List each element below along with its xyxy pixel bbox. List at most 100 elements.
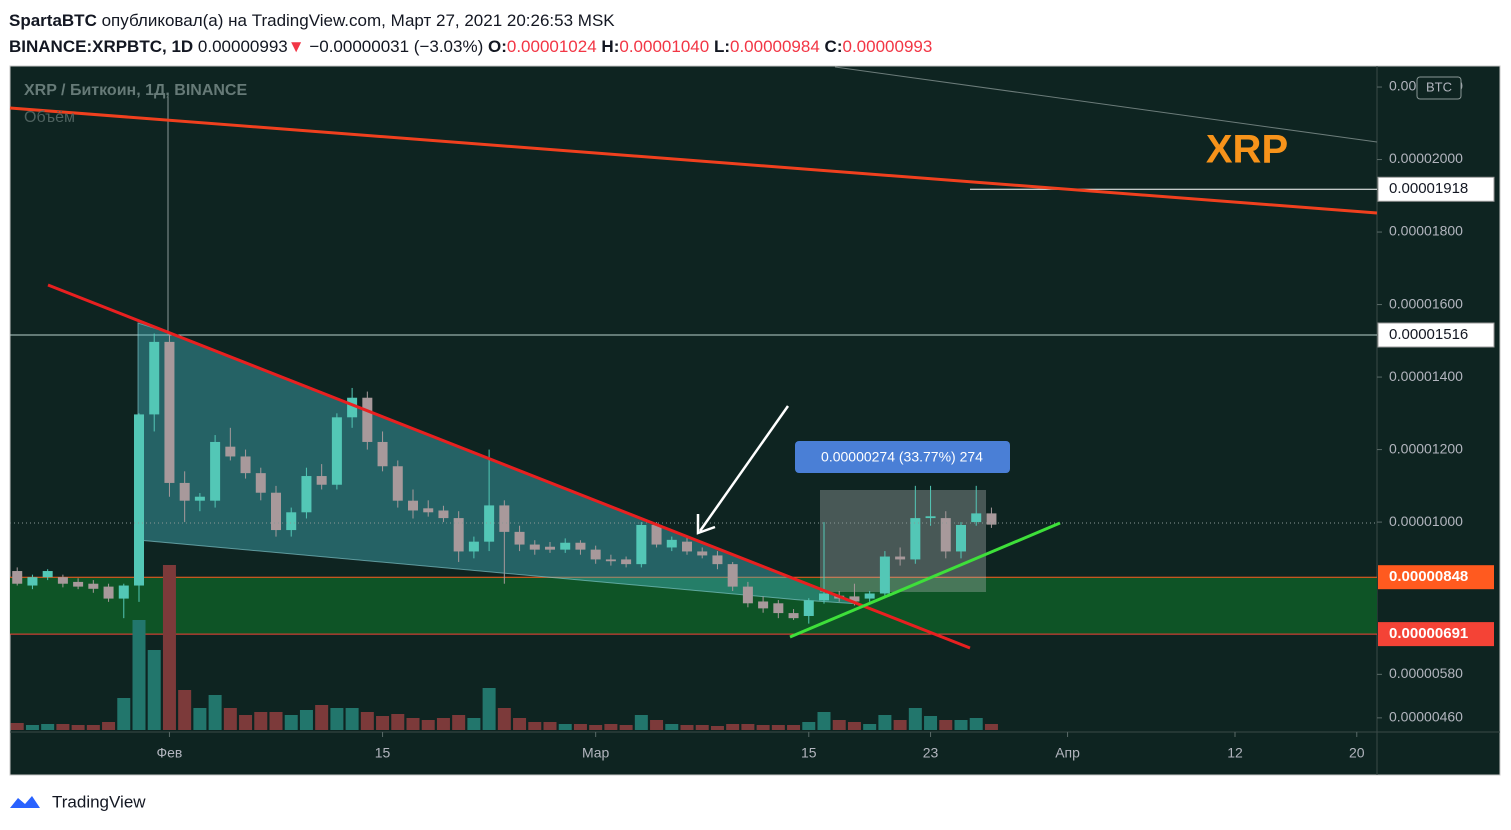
candle-body <box>271 492 281 531</box>
candle-body <box>971 513 982 523</box>
volume-bar <box>497 708 511 730</box>
volume-bar <box>162 565 176 730</box>
volume-bar <box>924 716 938 730</box>
candle-body <box>910 518 921 560</box>
header-line1: SpartaBTC опубликовал(а) на TradingView.… <box>9 8 932 34</box>
volume-bar <box>421 720 435 730</box>
volume-bar <box>208 695 222 730</box>
candle-body <box>73 581 84 587</box>
trend-line <box>9 106 1378 215</box>
c-label: C: <box>824 37 843 56</box>
volume-bar <box>695 725 709 730</box>
volume-bar <box>680 725 694 730</box>
x-tick-label: Мар <box>582 745 610 761</box>
candle-body <box>225 446 236 457</box>
candle-body <box>468 541 479 552</box>
y-tick-label: 0.00000460 <box>1389 709 1463 725</box>
volume-bar <box>193 708 207 730</box>
measure-label: 0.00000274 (33.77%) 274 <box>821 449 983 465</box>
volume-bar <box>467 718 481 730</box>
volume-bar <box>132 620 146 730</box>
volume-bar <box>482 688 496 730</box>
y-tick-label: 0.00000580 <box>1389 665 1463 681</box>
level-label-bg <box>1378 565 1494 590</box>
down-arrow: ▼ <box>287 37 305 56</box>
candle-body <box>331 417 342 485</box>
x-tick-label: Апр <box>1055 745 1080 761</box>
candle-body <box>621 559 632 565</box>
tv-logo <box>10 796 40 808</box>
candle-body <box>316 476 327 485</box>
volume-bar <box>832 720 846 730</box>
candle-body <box>849 596 860 602</box>
volume-bar <box>376 716 390 730</box>
chart-background <box>9 65 1501 776</box>
trend-line <box>834 66 1378 143</box>
legend-title: XRP / Биткоин, 1Д, BINANCE <box>24 82 247 99</box>
candle-body <box>545 546 555 550</box>
h-label: H: <box>601 37 620 56</box>
volume-bar <box>391 714 405 730</box>
candle-body <box>392 466 403 501</box>
volume-bar <box>908 708 922 730</box>
legend-volume: Объём <box>24 109 75 126</box>
volume-bar <box>360 712 374 730</box>
last-price: 0.00000993 <box>197 37 288 56</box>
candle-body <box>194 496 205 501</box>
l-label: L: <box>713 37 730 56</box>
header-line2: BINANCE:XRPBTC, 1D 0.00000993▼ −0.000000… <box>9 34 932 60</box>
candle-body <box>819 593 829 601</box>
candle-body <box>803 600 814 616</box>
candle-body <box>864 593 875 599</box>
candle-body <box>682 541 692 552</box>
level-label: 0.00001516 <box>1389 326 1468 343</box>
volume-bar <box>634 715 648 730</box>
support-line <box>789 521 1061 639</box>
candle-body <box>12 571 23 584</box>
volume-bar <box>741 724 755 730</box>
arrow <box>698 405 790 532</box>
x-tick-label: 15 <box>375 745 391 761</box>
l-value: 0.00000984 <box>729 37 820 56</box>
candle-body <box>666 539 677 548</box>
measure-label-bg <box>795 441 1010 473</box>
volume-bar <box>893 720 907 730</box>
volume-bar <box>147 650 161 730</box>
volume-bar <box>604 724 618 730</box>
candle-body <box>134 414 144 586</box>
candle-body <box>301 476 312 513</box>
candle-body <box>727 564 738 587</box>
level-label: 0.00000848 <box>1389 568 1468 585</box>
candle-body <box>895 556 906 560</box>
candle-body <box>636 524 647 565</box>
candle-body <box>940 518 951 552</box>
candle-body <box>925 516 936 519</box>
candle-body <box>697 551 708 556</box>
volume-bar <box>178 690 192 730</box>
candle-body <box>362 397 373 442</box>
candle-body <box>514 531 525 545</box>
h-value: 0.00001040 <box>619 37 710 56</box>
volume-bar <box>284 715 298 730</box>
volume-bar <box>878 715 892 730</box>
volume-bar <box>528 722 542 730</box>
y-tick-label: 0.00001800 <box>1389 223 1463 239</box>
x-tick-label: 12 <box>1227 745 1243 761</box>
candle-body <box>605 559 616 562</box>
candle-body <box>788 613 799 619</box>
o-value: 0.00001024 <box>506 37 597 56</box>
candle-body <box>651 524 662 545</box>
volume-bar <box>315 705 329 730</box>
candle-body <box>529 544 540 550</box>
candle-body <box>57 577 68 584</box>
volume-bar <box>589 725 603 730</box>
candle-body <box>986 513 997 525</box>
candle-body <box>42 571 53 578</box>
change: −0.00000031 (−3.03%) <box>309 37 484 56</box>
volume-bar <box>239 715 253 730</box>
candle-body <box>484 505 495 542</box>
y-tick-label: 0.00001600 <box>1389 295 1463 311</box>
y-tick-label: 0.00001200 <box>1389 440 1463 456</box>
volume-bar <box>10 723 24 730</box>
